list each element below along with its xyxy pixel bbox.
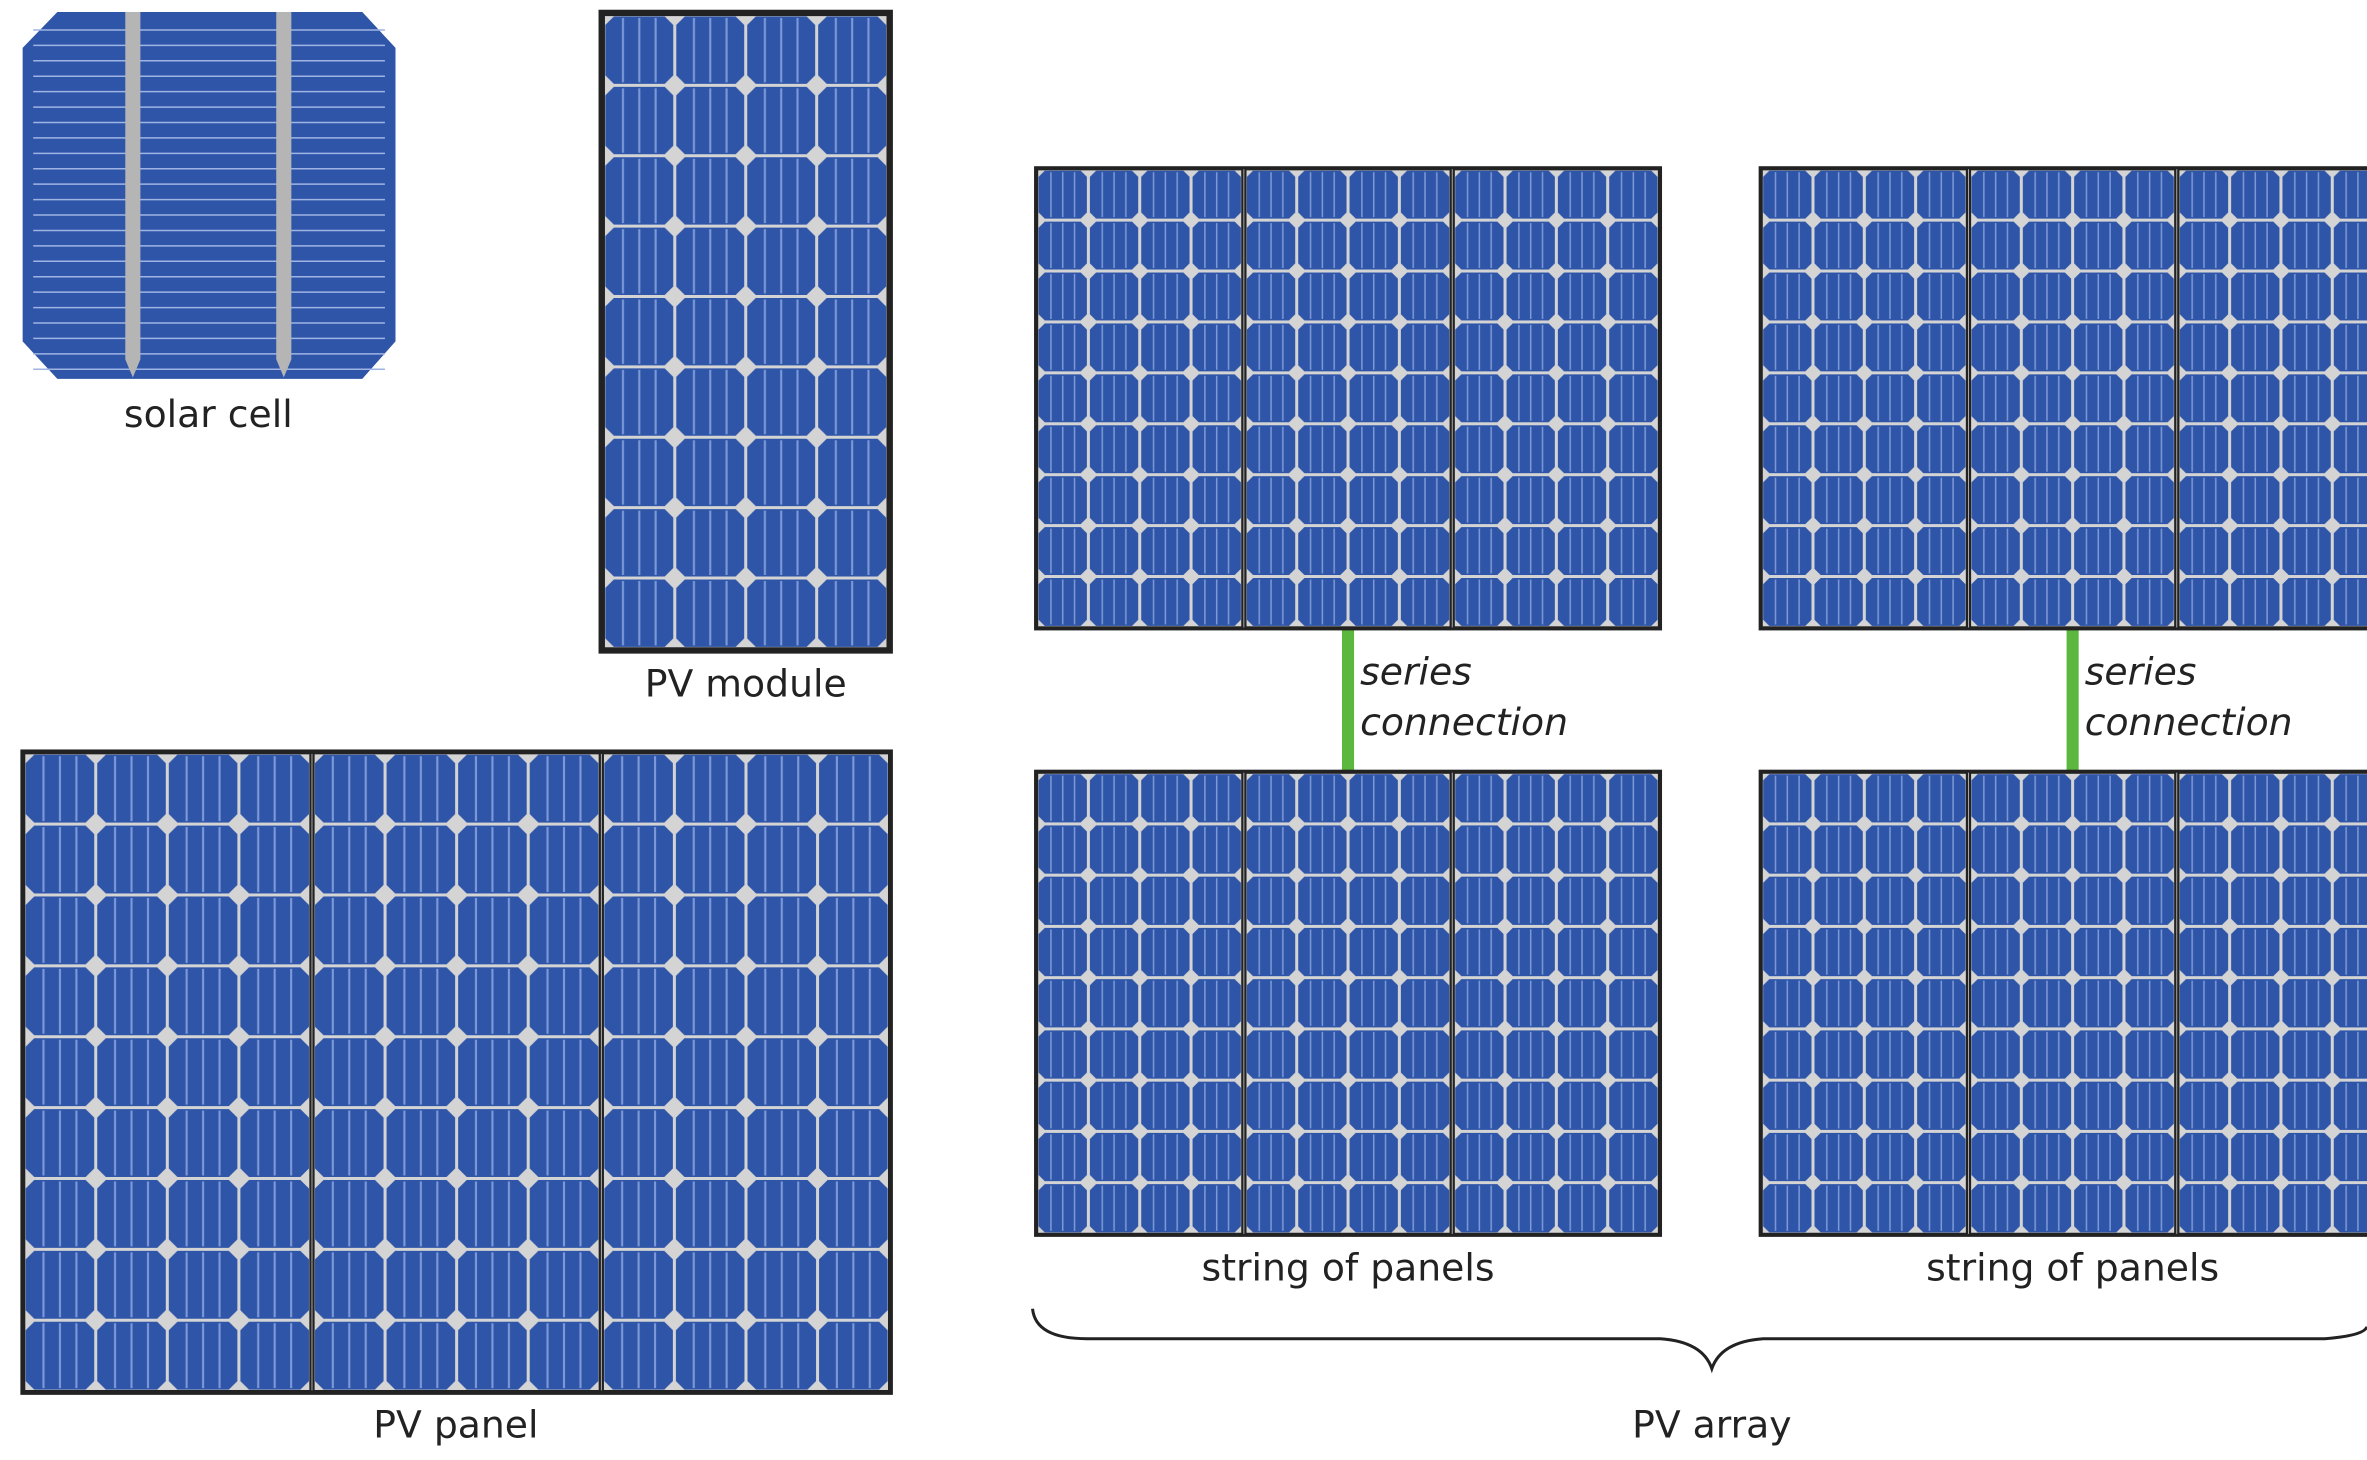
module [1452, 168, 1661, 629]
busbar [125, 11, 141, 378]
connection-label: connection [2085, 700, 2293, 744]
artwork [20, 9, 2367, 1395]
connection-label: connection [1360, 700, 1568, 744]
module [23, 752, 312, 1393]
module [1968, 771, 2177, 1236]
pv-module-label: PV module [645, 661, 847, 705]
pv-panel-label: PV panel [373, 1403, 538, 1447]
module [601, 752, 891, 1393]
module [2177, 168, 2367, 629]
module [1760, 168, 1969, 629]
connection-label: series [2085, 649, 2197, 693]
solar-cell [22, 11, 396, 379]
busbar [276, 11, 292, 378]
connection-wire [2066, 628, 2079, 772]
pv-array-label: PV array [1632, 1403, 1791, 1447]
solar-cell-label: solar cell [124, 392, 293, 436]
module [1968, 168, 2177, 629]
module [1244, 168, 1452, 629]
module [1452, 771, 1661, 1236]
connection-label: series [1360, 649, 1472, 693]
array-brace [1031, 1308, 2367, 1374]
module [602, 13, 889, 650]
connection-wire [1342, 628, 1355, 772]
module [1035, 771, 1244, 1236]
module [1035, 168, 1244, 629]
string-label: string of panels [1202, 1245, 1495, 1289]
module [1244, 771, 1452, 1236]
module [312, 752, 601, 1393]
module [2177, 771, 2367, 1236]
string-label: string of panels [1926, 1245, 2219, 1289]
module [1760, 771, 1969, 1236]
